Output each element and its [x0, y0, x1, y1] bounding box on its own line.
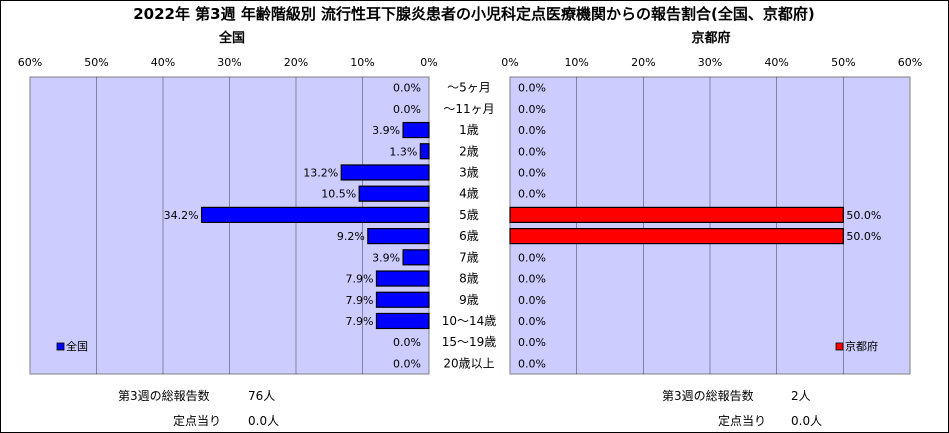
legend-swatch-left	[56, 342, 65, 351]
left-data-label: 0.0%	[393, 357, 421, 370]
right-tick-label: 20%	[631, 56, 655, 69]
left-data-label: 0.0%	[393, 103, 421, 116]
category-label: 3歳	[459, 165, 479, 179]
right-data-label: 0.0%	[518, 145, 546, 158]
left-bar	[402, 121, 430, 139]
right-data-label: 0.0%	[518, 103, 546, 116]
category-label: 5歳	[459, 208, 479, 222]
right-per-value: 0.0人	[791, 414, 823, 428]
left-per-value: 0.0人	[248, 414, 280, 428]
right-per-label: 定点当り	[718, 414, 767, 428]
category-label: 2歳	[459, 144, 479, 158]
right-tick-label: 50%	[831, 56, 855, 69]
right-bar	[509, 228, 844, 245]
right-data-label: 0.0%	[518, 251, 546, 264]
category-label: ～5ヶ月	[447, 81, 491, 95]
right-data-label: 50.0%	[846, 230, 881, 243]
left-data-label: 0.0%	[393, 336, 421, 349]
left-tick-label: 0%	[420, 56, 437, 69]
left-bar	[402, 249, 430, 266]
left-data-label: 7.9%	[346, 294, 374, 307]
left-data-label: 1.3%	[389, 145, 417, 158]
right-data-label: 0.0%	[518, 82, 546, 95]
right-data-label: 0.0%	[518, 124, 546, 137]
category-label: 20歳以上	[443, 356, 494, 370]
right-data-label: 0.0%	[518, 166, 546, 179]
category-label: 4歳	[459, 187, 479, 201]
left-bar	[419, 143, 430, 160]
legend-swatch-right	[835, 342, 844, 351]
legend-label-left: 全国	[66, 339, 88, 353]
category-label: 15～19歳	[442, 335, 497, 349]
left-bar	[375, 312, 430, 330]
right-data-label: 0.0%	[518, 336, 546, 349]
left-tick-label: 60%	[18, 56, 42, 69]
left-data-label: 10.5%	[321, 188, 356, 201]
right-total-value: 2人	[791, 389, 811, 403]
chart-title: 2022年 第3週 年齢階級別 流行性耳下腺炎患者の小児科定点医療機関からの報告…	[133, 5, 815, 23]
left-data-label: 3.9%	[372, 124, 400, 137]
category-label: 10～14歳	[442, 314, 497, 328]
left-data-label: 0.0%	[393, 82, 421, 95]
left-data-label: 34.2%	[164, 209, 199, 222]
right-tick-label: 10%	[564, 56, 588, 69]
right-tick-label: 30%	[698, 56, 722, 69]
category-label: 7歳	[459, 250, 479, 264]
right-tick-label: 40%	[764, 56, 788, 69]
category-label: 8歳	[459, 272, 479, 286]
left-total-label: 第3週の総報告数	[118, 389, 210, 403]
right-data-label: 0.0%	[518, 294, 546, 307]
left-data-label: 13.2%	[303, 166, 338, 179]
left-data-label: 9.2%	[337, 230, 365, 243]
left-bar	[367, 228, 430, 245]
right-data-label: 0.0%	[518, 315, 546, 328]
left-tick-label: 10%	[350, 56, 374, 69]
left-tick-label: 20%	[284, 56, 308, 69]
left-bar	[340, 164, 430, 181]
left-data-label: 7.9%	[346, 273, 374, 286]
right-data-label: 50.0%	[846, 209, 881, 222]
left-tick-label: 30%	[217, 56, 241, 69]
category-label: 9歳	[459, 293, 479, 307]
legend-label-right: 京都府	[845, 339, 878, 353]
left-bar	[200, 206, 430, 223]
left-bar	[375, 270, 430, 287]
left-data-label: 3.9%	[372, 251, 400, 264]
category-label: 6歳	[459, 229, 479, 243]
right-data-label: 0.0%	[518, 357, 546, 370]
right-bar	[509, 206, 844, 223]
right-data-label: 0.0%	[518, 273, 546, 286]
left-per-label: 定点当り	[173, 414, 222, 428]
left-total-value: 76人	[248, 389, 276, 403]
left-data-label: 7.9%	[346, 315, 374, 328]
right-subtitle: 京都府	[691, 30, 730, 46]
right-data-label: 0.0%	[518, 188, 546, 201]
left-bar	[375, 291, 430, 308]
left-tick-label: 50%	[84, 56, 108, 69]
right-tick-label: 60%	[898, 56, 922, 69]
right-tick-label: 0%	[501, 56, 518, 69]
left-tick-label: 40%	[151, 56, 175, 69]
left-subtitle: 全国	[218, 30, 245, 46]
left-bar	[358, 185, 430, 202]
right-total-label: 第3週の総報告数	[662, 389, 754, 403]
category-label: 1歳	[459, 123, 479, 137]
category-label: ～11ヶ月	[443, 102, 494, 116]
